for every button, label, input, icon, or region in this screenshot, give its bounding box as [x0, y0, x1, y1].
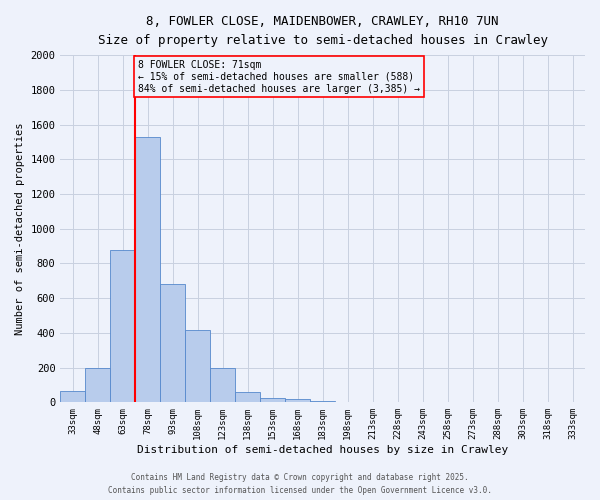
Title: 8, FOWLER CLOSE, MAIDENBOWER, CRAWLEY, RH10 7UN
Size of property relative to sem: 8, FOWLER CLOSE, MAIDENBOWER, CRAWLEY, R…	[98, 15, 548, 47]
Bar	[235, 392, 260, 402]
Bar	[85, 368, 110, 402]
Bar	[185, 330, 210, 402]
Bar	[260, 398, 285, 402]
Bar	[310, 400, 335, 402]
Text: 8 FOWLER CLOSE: 71sqm
← 15% of semi-detached houses are smaller (588)
84% of sem: 8 FOWLER CLOSE: 71sqm ← 15% of semi-deta…	[138, 60, 420, 94]
Bar	[136, 136, 160, 402]
Bar	[285, 399, 310, 402]
X-axis label: Distribution of semi-detached houses by size in Crawley: Distribution of semi-detached houses by …	[137, 445, 508, 455]
Bar	[210, 368, 235, 402]
Bar	[110, 250, 136, 402]
Y-axis label: Number of semi-detached properties: Number of semi-detached properties	[15, 122, 25, 335]
Bar	[160, 284, 185, 403]
Text: Contains HM Land Registry data © Crown copyright and database right 2025.
Contai: Contains HM Land Registry data © Crown c…	[108, 474, 492, 495]
Bar	[61, 391, 85, 402]
